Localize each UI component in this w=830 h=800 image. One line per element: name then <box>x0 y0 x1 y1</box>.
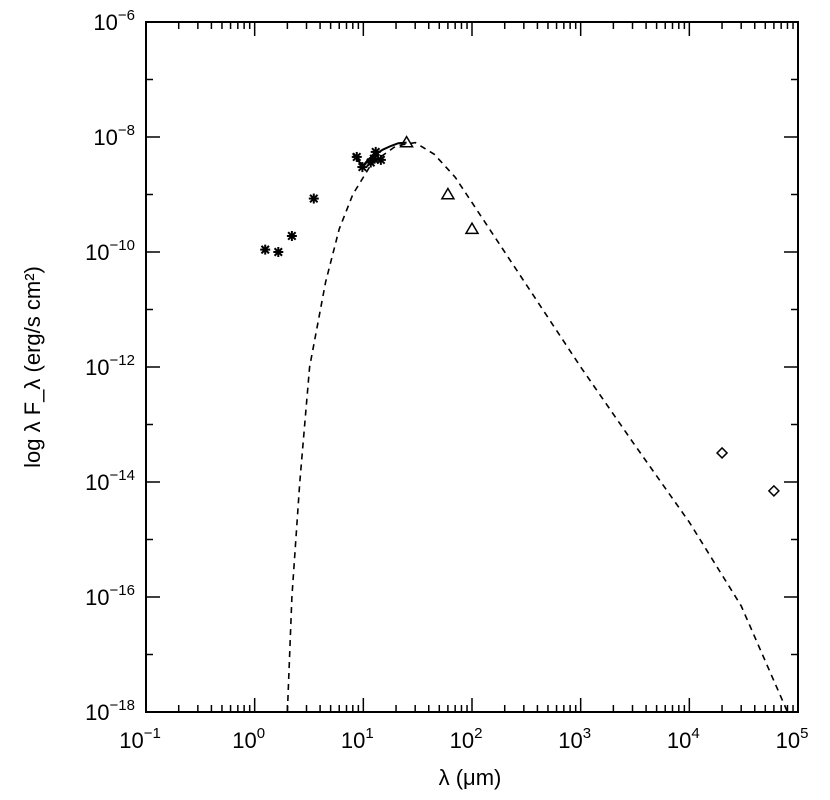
diamond-point <box>715 446 729 460</box>
triangle-point <box>399 135 414 148</box>
x-tick-label: 104 <box>667 725 700 753</box>
y-tick-label: 10−16 <box>85 582 135 610</box>
axis-ticks <box>145 21 799 713</box>
y-axis-label: log λ F_λ (erg/s cm²) <box>20 266 45 468</box>
asterisk-point <box>260 244 271 255</box>
plot-frame <box>145 21 799 713</box>
asterisk-point <box>273 247 284 257</box>
x-axis-label: λ (μm) <box>439 765 502 790</box>
y-tick-label: 10−12 <box>85 352 135 380</box>
triangle-point <box>464 221 480 235</box>
x-tick-label: 101 <box>341 725 374 753</box>
triangle-point <box>440 187 456 200</box>
asterisk-point <box>308 193 319 204</box>
y-tick-label: 10−14 <box>85 467 135 495</box>
x-tick-label: 102 <box>450 725 483 753</box>
x-tick-label: 105 <box>776 725 809 753</box>
y-tick-label: 10−8 <box>93 122 135 150</box>
asterisk-point <box>286 230 297 241</box>
asterisk-point <box>375 154 386 165</box>
data-marks <box>260 135 789 713</box>
axis-tick-labels: 10−1 100 101 102 103 104 105 10−6 10−8 10−10 10−12… <box>85 7 808 753</box>
spectrum-line <box>351 141 407 167</box>
y-tick-label: 10−6 <box>93 7 135 35</box>
x-tick-label: 100 <box>232 725 265 753</box>
y-tick-label: 10−10 <box>85 237 135 265</box>
y-tick-label: 10−18 <box>85 697 135 725</box>
model-sed-dashed-line <box>286 141 789 713</box>
x-tick-label: 103 <box>558 725 591 753</box>
x-tick-label: 10−1 <box>119 725 161 753</box>
diamond-point <box>767 484 780 497</box>
